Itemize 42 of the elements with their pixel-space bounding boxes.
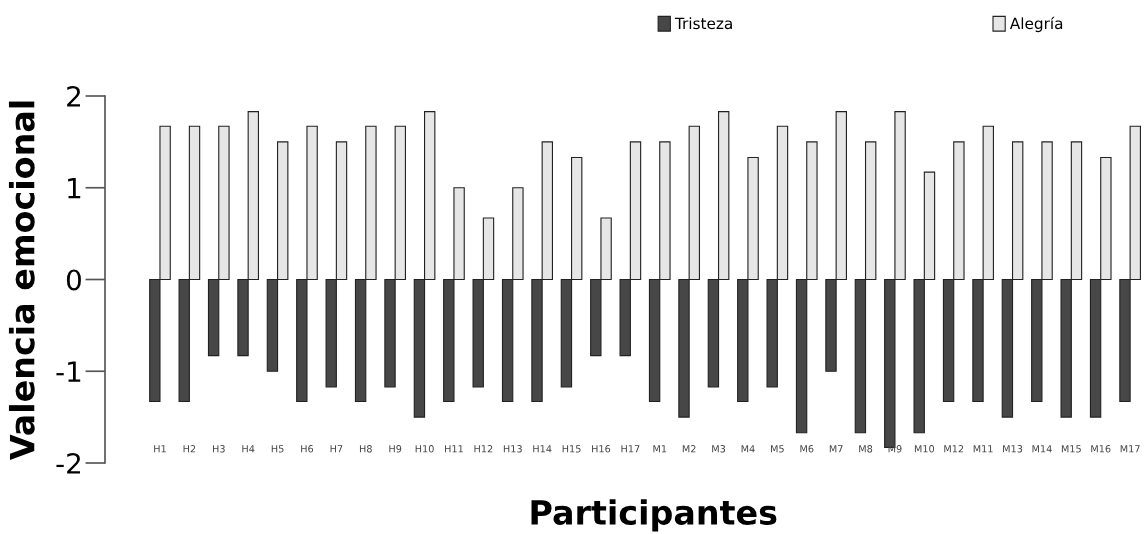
x-tick-label: M13 bbox=[1003, 445, 1023, 453]
x-tick-label: H17 bbox=[621, 445, 640, 453]
x-tick-label: H12 bbox=[474, 445, 493, 453]
x-tick-label: H2 bbox=[183, 445, 196, 453]
x-tick-label: H11 bbox=[445, 445, 463, 453]
y-axis-title: Valencia emocional bbox=[8, 101, 35, 461]
y-tick-label: -2 bbox=[56, 452, 80, 474]
y-tick-label: 1 bbox=[68, 178, 81, 199]
x-tick-label: H8 bbox=[359, 445, 372, 453]
x-tick-label: H6 bbox=[301, 445, 314, 453]
x-tick-label: M10 bbox=[914, 445, 935, 453]
x-tick-label: M5 bbox=[771, 445, 784, 453]
x-tick-label: H4 bbox=[242, 445, 255, 453]
x-tick-label: M4 bbox=[741, 445, 755, 453]
x-tick-label: M12 bbox=[944, 445, 964, 453]
x-tick-label: H14 bbox=[533, 445, 552, 453]
x-tick-label: H5 bbox=[271, 445, 284, 453]
x-tick-label: H3 bbox=[212, 445, 225, 453]
legend-label: Tristeza bbox=[674, 17, 732, 30]
x-tick-label: M7 bbox=[829, 445, 843, 453]
legend-label: Alegría bbox=[1009, 16, 1063, 33]
x-tick-label: H9 bbox=[389, 445, 402, 453]
x-tick-label: M2 bbox=[682, 445, 696, 453]
x-tick-label: M6 bbox=[800, 445, 814, 453]
x-tick-label: M14 bbox=[1032, 445, 1052, 453]
x-tick-label: H15 bbox=[562, 445, 581, 453]
x-tick-label: M15 bbox=[1061, 445, 1081, 453]
x-tick-label: H16 bbox=[592, 445, 611, 453]
x-tick-label: M17 bbox=[1120, 445, 1140, 453]
x-tick-label: H13 bbox=[503, 445, 522, 453]
y-tick-label: 2 bbox=[67, 85, 80, 107]
x-tick-label: M1 bbox=[653, 445, 667, 453]
x-tick-label: H7 bbox=[330, 445, 343, 453]
x-tick-label: M16 bbox=[1091, 445, 1111, 453]
x-tick-label: H10 bbox=[415, 445, 434, 453]
x-tick-label: M3 bbox=[712, 445, 726, 453]
y-tick-label: 0 bbox=[66, 269, 81, 291]
x-tick-label: H1 bbox=[154, 445, 166, 453]
x-tick-label: M11 bbox=[973, 445, 993, 453]
x-tick-label: M8 bbox=[859, 445, 873, 453]
x-axis-title: Participantes bbox=[531, 499, 777, 532]
y-tick-label: -1 bbox=[56, 361, 81, 382]
